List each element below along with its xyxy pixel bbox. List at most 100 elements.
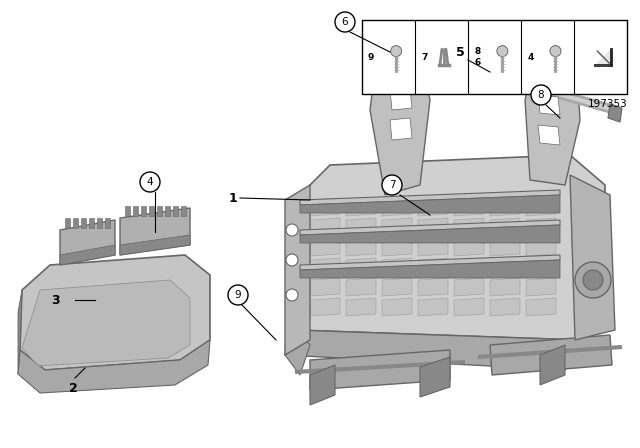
Polygon shape: [310, 278, 340, 296]
Polygon shape: [173, 206, 178, 216]
Polygon shape: [526, 298, 556, 316]
Polygon shape: [310, 238, 340, 256]
Text: 6: 6: [342, 17, 348, 27]
Polygon shape: [300, 190, 560, 205]
Circle shape: [286, 224, 298, 236]
Text: 1: 1: [228, 191, 237, 204]
Circle shape: [583, 270, 603, 290]
Circle shape: [382, 175, 402, 195]
Polygon shape: [300, 260, 560, 278]
Polygon shape: [418, 198, 448, 216]
Text: 4: 4: [527, 52, 534, 62]
Polygon shape: [526, 238, 556, 256]
Polygon shape: [454, 258, 484, 276]
Circle shape: [335, 12, 355, 32]
Polygon shape: [454, 238, 484, 256]
Text: 8: 8: [538, 90, 544, 100]
Polygon shape: [300, 220, 560, 235]
Polygon shape: [295, 155, 605, 340]
Polygon shape: [538, 65, 560, 85]
Polygon shape: [390, 118, 412, 140]
Polygon shape: [285, 185, 310, 355]
Polygon shape: [300, 255, 560, 270]
Polygon shape: [540, 345, 565, 385]
Polygon shape: [526, 258, 556, 276]
Polygon shape: [60, 220, 115, 265]
Polygon shape: [526, 278, 556, 296]
Polygon shape: [418, 298, 448, 316]
Polygon shape: [418, 218, 448, 236]
Polygon shape: [490, 335, 612, 375]
Polygon shape: [490, 258, 520, 276]
Polygon shape: [418, 278, 448, 296]
Circle shape: [390, 46, 402, 56]
Polygon shape: [60, 245, 115, 265]
Polygon shape: [526, 218, 556, 236]
Polygon shape: [141, 206, 146, 216]
Polygon shape: [285, 330, 580, 370]
Polygon shape: [105, 218, 110, 228]
Circle shape: [228, 285, 248, 305]
Polygon shape: [73, 218, 78, 228]
Polygon shape: [300, 195, 560, 213]
Polygon shape: [310, 218, 340, 236]
Polygon shape: [390, 88, 412, 110]
Circle shape: [286, 289, 298, 301]
Polygon shape: [300, 225, 560, 243]
Polygon shape: [310, 258, 340, 276]
Polygon shape: [418, 258, 448, 276]
Circle shape: [550, 46, 561, 56]
Polygon shape: [382, 238, 412, 256]
Polygon shape: [490, 298, 520, 316]
Circle shape: [497, 46, 508, 56]
Polygon shape: [538, 125, 560, 145]
Polygon shape: [285, 330, 310, 375]
Text: 9: 9: [368, 52, 374, 62]
Polygon shape: [608, 104, 622, 122]
Polygon shape: [346, 198, 376, 216]
Polygon shape: [390, 58, 412, 80]
Text: 197353: 197353: [588, 99, 627, 109]
Polygon shape: [570, 175, 615, 340]
Polygon shape: [149, 206, 154, 216]
Polygon shape: [454, 278, 484, 296]
Polygon shape: [20, 255, 210, 370]
Polygon shape: [165, 206, 170, 216]
Polygon shape: [18, 290, 22, 374]
Polygon shape: [490, 238, 520, 256]
Polygon shape: [97, 218, 102, 228]
Polygon shape: [420, 357, 450, 397]
Polygon shape: [382, 258, 412, 276]
Polygon shape: [157, 206, 162, 216]
Polygon shape: [346, 258, 376, 276]
Polygon shape: [181, 206, 186, 216]
Polygon shape: [22, 280, 190, 366]
Polygon shape: [454, 298, 484, 316]
Polygon shape: [454, 218, 484, 236]
Polygon shape: [310, 350, 450, 390]
Polygon shape: [133, 206, 138, 216]
Text: 7: 7: [421, 52, 428, 62]
Polygon shape: [310, 198, 340, 216]
Circle shape: [575, 262, 611, 298]
Polygon shape: [454, 198, 484, 216]
Polygon shape: [81, 218, 86, 228]
Polygon shape: [18, 340, 210, 393]
Polygon shape: [65, 218, 70, 228]
Bar: [362, 20, 627, 94]
Text: 5: 5: [456, 46, 465, 59]
Polygon shape: [490, 198, 520, 216]
Polygon shape: [120, 208, 190, 255]
Text: 4: 4: [147, 177, 154, 187]
Polygon shape: [125, 206, 130, 216]
Polygon shape: [346, 298, 376, 316]
Polygon shape: [120, 235, 190, 255]
Polygon shape: [526, 198, 556, 216]
Polygon shape: [310, 298, 340, 316]
Polygon shape: [413, 48, 430, 66]
Polygon shape: [310, 365, 335, 405]
Text: 9: 9: [235, 290, 241, 300]
Polygon shape: [490, 218, 520, 236]
Polygon shape: [490, 278, 520, 296]
Polygon shape: [382, 218, 412, 236]
